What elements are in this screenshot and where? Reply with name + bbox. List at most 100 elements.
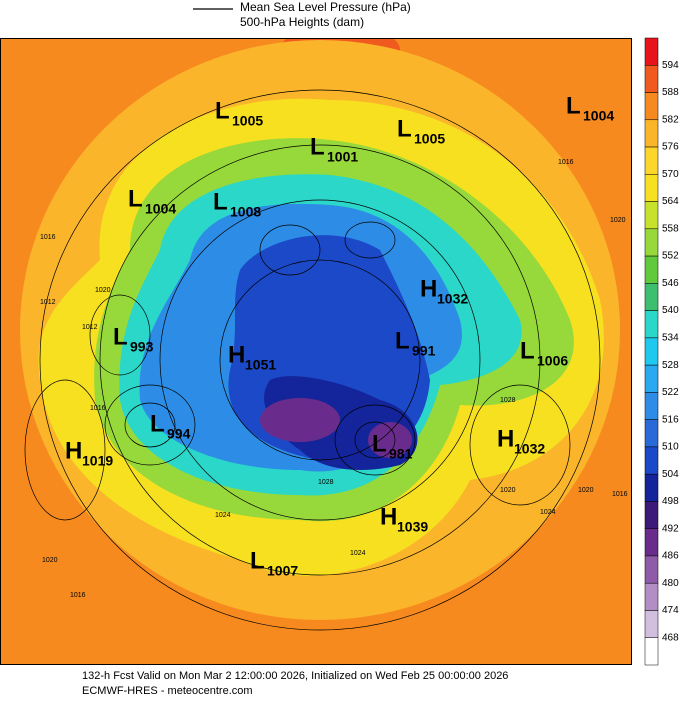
center-letter: L <box>520 337 535 364</box>
colorbar-bin <box>644 255 659 284</box>
center-value: 1008 <box>230 204 261 220</box>
center-value: 1004 <box>583 108 614 124</box>
center-letter: L <box>128 185 143 212</box>
colorbar-label: 468 <box>662 632 679 643</box>
isobar-label: 1016 <box>40 234 56 241</box>
center-value: 991 <box>412 343 436 359</box>
isobar-label: 1020 <box>610 217 626 224</box>
isobar-label: 1024 <box>350 550 366 557</box>
legend-mslp: Mean Sea Level Pressure (hPa) <box>240 0 411 14</box>
center-letter: L <box>566 92 581 119</box>
center-value: 994 <box>167 426 191 442</box>
center-value: 1005 <box>414 131 445 147</box>
colorbar-bin <box>644 637 659 666</box>
colorbar-bin <box>644 146 659 175</box>
colorbar-label: 480 <box>662 578 679 589</box>
center-value: 1005 <box>232 113 263 129</box>
isobar-label: 1012 <box>82 324 98 331</box>
colorbar-label: 534 <box>662 333 679 344</box>
center-value: 1039 <box>397 519 428 535</box>
colorbar-label: 492 <box>662 523 679 534</box>
colorbar-bin <box>644 201 659 230</box>
colorbar-bin <box>644 610 659 638</box>
center-letter: L <box>150 410 165 437</box>
colorbar-bin <box>644 174 659 202</box>
isobar-label: 1024 <box>215 512 231 519</box>
colorbar-label: 588 <box>662 87 679 98</box>
center-value: 1001 <box>327 149 358 165</box>
center-value: 1019 <box>82 453 113 469</box>
colorbar-label: 594 <box>662 60 679 71</box>
colorbar-bin <box>644 283 659 311</box>
colorbar-bin <box>644 392 659 420</box>
colorbar-label: 486 <box>662 551 679 562</box>
center-letter: L <box>250 547 265 574</box>
colorbar-bin <box>644 119 659 148</box>
center-letter: H <box>420 275 437 302</box>
center-letter: H <box>65 437 82 464</box>
center-letter: L <box>395 327 410 354</box>
colorbar-bin <box>644 446 659 475</box>
isobar-label: 1012 <box>40 299 56 306</box>
colorbar-label: 516 <box>662 414 679 425</box>
center-letter: H <box>497 425 514 452</box>
isobar-label: 1020 <box>95 287 111 294</box>
map <box>0 38 632 665</box>
center-value: 1032 <box>437 291 468 307</box>
center-letter: L <box>397 115 412 142</box>
isobar-label: 1024 <box>540 509 556 516</box>
center-letter: L <box>310 133 325 160</box>
colorbar-label: 504 <box>662 469 679 480</box>
isobar-label: 1020 <box>578 487 594 494</box>
colorbar-bin <box>644 337 659 366</box>
center-letter: L <box>213 188 228 215</box>
colorbar-label: 576 <box>662 142 679 153</box>
colorbar-label: 510 <box>662 442 679 453</box>
colorbar-label: 546 <box>662 278 679 289</box>
colorbar-bin <box>644 228 659 257</box>
center-value: 1004 <box>145 201 176 217</box>
colorbar-label: 528 <box>662 360 679 371</box>
center-letter: L <box>372 430 387 457</box>
colorbar-bin <box>644 364 659 393</box>
isobar-label: 1020 <box>500 487 516 494</box>
colorbar-label: 552 <box>662 251 679 262</box>
colorbar-bin <box>644 501 659 529</box>
colorbar-bin <box>644 37 659 66</box>
colorbar-bin <box>644 419 659 448</box>
legend-height: 500-hPa Heights (dam) <box>240 15 364 29</box>
center-value: 1006 <box>537 353 568 369</box>
colorbar-label: 522 <box>662 387 679 398</box>
colorbar-bin <box>644 528 659 557</box>
isobar-label: 1016 <box>90 405 106 412</box>
colorbar-bin <box>644 582 659 611</box>
center-letter: L <box>215 97 230 124</box>
colorbar-bin <box>644 92 659 121</box>
center-value: 1007 <box>267 563 298 579</box>
colorbar-label: 540 <box>662 305 679 316</box>
isobar-label: 1028 <box>500 397 516 404</box>
center-value: 981 <box>389 446 413 462</box>
center-value: 993 <box>130 339 154 355</box>
colorbar-label: 582 <box>662 114 679 125</box>
colorbar-label: 564 <box>662 196 679 207</box>
colorbar-bin <box>644 473 659 502</box>
map-frame <box>0 38 632 665</box>
center-letter: L <box>113 323 128 350</box>
isobar-label: 1016 <box>612 491 628 498</box>
colorbar-bin <box>644 555 659 584</box>
isobar-label: 1020 <box>42 557 58 564</box>
footer-line1: 132-h Fcst Valid on Mon Mar 2 12:00:00 2… <box>82 670 508 682</box>
colorbar: 594 588 582 576 570 564 558 552 546 540 534 528 522 5… <box>644 37 679 666</box>
isobar-label: 1028 <box>318 479 334 486</box>
isobar-label: 1016 <box>558 159 574 166</box>
colorbar-label: 474 <box>662 605 679 616</box>
footer-line2: ECMWF-HRES - meteocentre.com <box>82 685 253 697</box>
center-value: 1051 <box>245 357 276 373</box>
colorbar-label: 558 <box>662 223 679 234</box>
colorbar-bin <box>644 65 659 93</box>
isobar-label: 1016 <box>70 592 86 599</box>
colorbar-bin <box>644 310 659 339</box>
colorbar-label: 570 <box>662 169 679 180</box>
